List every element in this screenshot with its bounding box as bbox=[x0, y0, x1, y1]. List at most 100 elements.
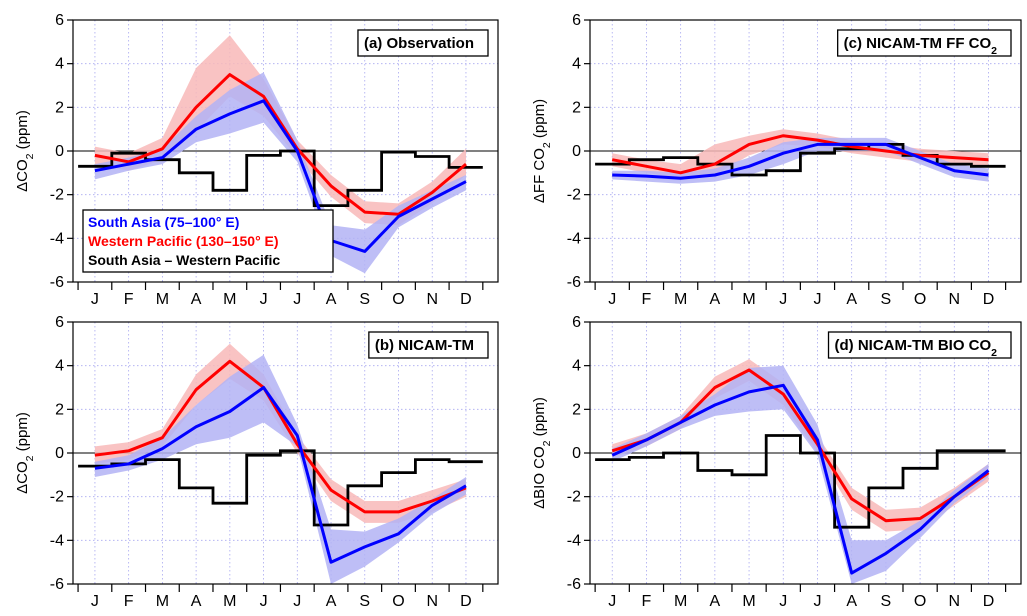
x-tick-label: M bbox=[742, 291, 755, 308]
legend-entry-western-pacific: Western Pacific (130–150° E) bbox=[88, 233, 279, 249]
x-tick-label: M bbox=[223, 593, 236, 610]
y-axis-label: ΔBIO CO2 (ppm) bbox=[531, 397, 553, 509]
y-tick-label: -4 bbox=[567, 230, 581, 247]
y-tick-label: 6 bbox=[55, 12, 64, 29]
x-tick-label: J bbox=[813, 593, 821, 610]
y-tick-label: -2 bbox=[567, 489, 581, 506]
y-tick-label: -4 bbox=[50, 532, 64, 549]
x-tick-label: F bbox=[124, 593, 134, 610]
y-axis-label: ΔFF CO2 (ppm) bbox=[531, 99, 553, 203]
x-tick-label: A bbox=[710, 593, 721, 610]
x-tick-label: J bbox=[91, 593, 99, 610]
panel-title-box bbox=[827, 331, 1012, 359]
x-tick-label: F bbox=[124, 291, 134, 308]
legend-entry-south-asia: South Asia (75–100° E) bbox=[88, 214, 239, 230]
y-tick-label: 4 bbox=[55, 358, 64, 375]
south-asia-uncertainty-band bbox=[94, 354, 467, 584]
x-tick-label: O bbox=[392, 291, 404, 308]
western-pacific-line bbox=[611, 134, 989, 175]
y-tick-label: 2 bbox=[55, 401, 64, 418]
x-tick-label: J bbox=[608, 593, 616, 610]
y-tick-label: -2 bbox=[50, 489, 64, 506]
y-tick-label: 2 bbox=[55, 99, 64, 116]
x-tick-label: A bbox=[710, 291, 721, 308]
x-tick-label: S bbox=[359, 593, 370, 610]
x-tick-label: J bbox=[608, 291, 616, 308]
panel-title-box bbox=[837, 29, 1012, 57]
y-axis-label: ΔCO2 (ppm) bbox=[14, 412, 36, 494]
y-tick-label: 0 bbox=[572, 445, 581, 462]
x-tick-label: J bbox=[779, 291, 787, 308]
x-tick-label: J bbox=[293, 291, 301, 308]
x-tick-label: M bbox=[156, 593, 169, 610]
y-tick-label: 2 bbox=[572, 401, 581, 418]
x-tick-label: J bbox=[813, 291, 821, 308]
legend: South Asia (75–100° E) Western Pacific (1… bbox=[82, 209, 334, 273]
panel-4: 6 4 2 0 -2 -4 -6 J F M A M J J A S O N D ΔBIO CO2 (ppm) (d) … bbox=[531, 314, 1022, 610]
x-tick-label: J bbox=[260, 291, 268, 308]
x-tick-label: O bbox=[392, 593, 404, 610]
y-tick-label: 6 bbox=[572, 12, 581, 29]
y-axis-label: ΔCO2 (ppm) bbox=[14, 110, 36, 192]
x-tick-label: A bbox=[191, 291, 202, 308]
south-asia-line bbox=[94, 99, 467, 253]
x-tick-label: M bbox=[742, 593, 755, 610]
y-tick-label: -6 bbox=[50, 576, 64, 593]
x-tick-label: D bbox=[460, 291, 472, 308]
y-tick-label: 0 bbox=[572, 143, 581, 160]
y-tick-label: -2 bbox=[567, 187, 581, 204]
x-tick-label: F bbox=[642, 593, 652, 610]
x-tick-label: N bbox=[949, 593, 961, 610]
x-tick-label: O bbox=[914, 593, 926, 610]
y-tick-label: -6 bbox=[50, 274, 64, 291]
y-tick-label: 0 bbox=[55, 445, 64, 462]
x-tick-label: M bbox=[223, 291, 236, 308]
y-tick-label: 2 bbox=[572, 99, 581, 116]
x-tick-label: J bbox=[293, 593, 301, 610]
x-tick-label: M bbox=[156, 291, 169, 308]
y-tick-label: -6 bbox=[567, 274, 581, 291]
y-tick-label: 4 bbox=[572, 358, 581, 375]
panel-title-box bbox=[357, 29, 489, 57]
panel-title: (b) NICAM-TM bbox=[375, 337, 474, 354]
y-tick-label: -4 bbox=[50, 230, 64, 247]
south-asia-line bbox=[611, 383, 990, 575]
panel-1: 6 4 2 0 -2 -4 -6 J F M A M J J A S O N D ΔCO2 (ppm) (a) Obse… bbox=[14, 12, 499, 308]
panel-title: (c) NICAM-TM FF CO2 bbox=[844, 35, 997, 57]
legend-box bbox=[82, 209, 334, 273]
panel-title: (d) NICAM-TM BIO CO2 bbox=[835, 337, 998, 359]
legend-entry-difference: South Asia – Western Pacific bbox=[88, 252, 280, 268]
south-asia-uncertainty-band bbox=[94, 72, 467, 274]
x-tick-label: A bbox=[326, 593, 337, 610]
y-tick-label: 4 bbox=[55, 56, 64, 73]
y-tick-label: 4 bbox=[572, 56, 581, 73]
x-tick-label: A bbox=[846, 593, 857, 610]
panel-2: 6 4 2 0 -2 -4 -6 J F M A M J J A S O N D ΔCO2 (ppm) (b) NICA… bbox=[14, 314, 499, 610]
x-tick-label: F bbox=[642, 291, 652, 308]
y-tick-label: 6 bbox=[572, 314, 581, 331]
difference-step-line bbox=[595, 434, 1006, 529]
x-tick-label: J bbox=[779, 593, 787, 610]
panel-3: 6 4 2 0 -2 -4 -6 J F M A M J J A S O N D ΔFF CO2 (ppm) (c) N… bbox=[531, 12, 1022, 308]
x-tick-label: A bbox=[326, 291, 337, 308]
difference-step-line bbox=[78, 149, 483, 207]
south-asia-uncertainty-band bbox=[612, 137, 989, 184]
x-tick-label: D bbox=[983, 291, 995, 308]
y-tick-label: -4 bbox=[567, 532, 581, 549]
y-tick-label: -6 bbox=[567, 576, 581, 593]
x-tick-label: J bbox=[260, 593, 268, 610]
x-tick-label: M bbox=[674, 593, 687, 610]
difference-step-line bbox=[78, 449, 483, 527]
western-pacific-line bbox=[94, 359, 467, 514]
x-tick-label: D bbox=[983, 593, 995, 610]
x-tick-label: N bbox=[426, 593, 438, 610]
x-tick-label: N bbox=[949, 291, 961, 308]
x-tick-label: D bbox=[460, 593, 472, 610]
south-asia-line bbox=[94, 386, 467, 564]
x-tick-label: S bbox=[881, 291, 892, 308]
x-tick-label: A bbox=[846, 291, 857, 308]
y-tick-label: 6 bbox=[55, 314, 64, 331]
x-tick-label: M bbox=[674, 291, 687, 308]
x-tick-label: S bbox=[881, 593, 892, 610]
